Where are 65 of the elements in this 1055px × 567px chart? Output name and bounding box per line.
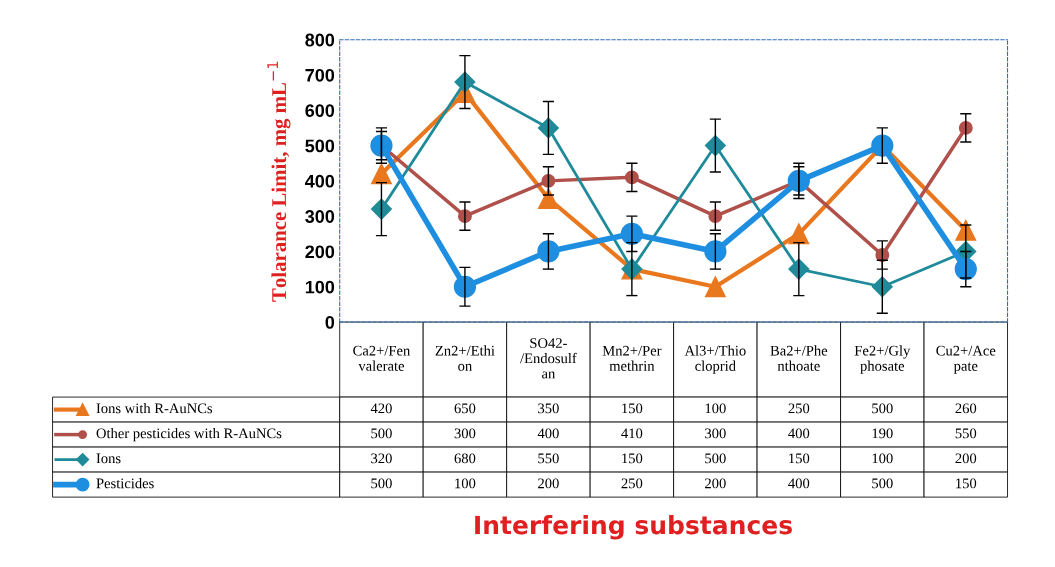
- data-label: 200: [955, 453, 977, 464]
- data-label: 200: [705, 478, 726, 489]
- data-label: 500: [371, 478, 392, 489]
- point: [537, 188, 559, 209]
- data-label: 500: [872, 403, 893, 414]
- point: [370, 198, 392, 220]
- y-tick-label: 600: [305, 104, 335, 117]
- point: [788, 223, 810, 245]
- data-label: 100: [455, 478, 476, 489]
- data-label: 550: [955, 428, 977, 439]
- x-tick-label: Mn2+/Per methrin: [602, 345, 662, 371]
- data-label: 410: [621, 428, 643, 439]
- legend-label: Ions: [96, 453, 121, 464]
- data-label: 400: [537, 428, 559, 439]
- data-label: 350: [538, 403, 559, 414]
- point: [537, 117, 559, 139]
- y-tick-label: 700: [305, 68, 335, 82]
- data-label: 550: [538, 453, 559, 464]
- legend-label: Ions with R-AuNCs: [96, 402, 213, 414]
- x-tick-label: Zn2+/Ethi on: [435, 345, 495, 371]
- y-axis-title: Tolarance Limit, mg mL$^{−1}$: [267, 61, 291, 302]
- point: [704, 276, 726, 298]
- data-label: 300: [454, 428, 476, 439]
- data-label: 250: [788, 403, 810, 414]
- point: [537, 240, 560, 263]
- data-label: 260: [955, 403, 977, 414]
- y-tick-label: 400: [305, 174, 335, 188]
- data-label: 420: [370, 403, 392, 414]
- data-label: 100: [872, 453, 893, 464]
- x-tick-label: Cu2+/Ace pate: [936, 345, 996, 374]
- point: [958, 120, 973, 135]
- data-label: 150: [622, 403, 643, 414]
- x-tick-label: Ca2+/Fen valerate: [353, 345, 411, 371]
- data-label: 250: [621, 478, 643, 489]
- data-label: 100: [705, 403, 726, 414]
- x-tick-label: Al3+/Thio cloprid: [684, 345, 746, 374]
- data-label: 500: [872, 478, 893, 489]
- y-tick-label: 500: [305, 139, 335, 153]
- x-tick-label: Ba2+/Phe nthoate: [770, 345, 828, 371]
- point: [371, 163, 392, 185]
- data-label: 500: [371, 428, 392, 439]
- data-label: 150: [789, 453, 810, 464]
- legend-label: Other pesticides with R-AuNCs: [96, 427, 282, 442]
- x-tick-label: Fe2+/Gly phosate: [854, 345, 911, 374]
- data-label: 300: [705, 428, 726, 439]
- data-label: 150: [622, 453, 643, 464]
- y-tick-label: 300: [305, 210, 335, 223]
- data-label: 400: [788, 478, 810, 489]
- data-label: 150: [956, 478, 977, 489]
- data-label: 320: [371, 453, 392, 464]
- y-tick-label: 0: [325, 315, 335, 329]
- y-tick-label: 100: [305, 280, 335, 294]
- data-label: 680: [454, 453, 476, 464]
- text: Interfering substances: [475, 515, 792, 540]
- data-label: 200: [538, 478, 559, 489]
- data-label: 500: [705, 453, 726, 464]
- x-tick-label: SO42- /Endosulf an: [520, 338, 577, 379]
- point: [871, 276, 893, 298]
- legend-label: Pesticides: [96, 478, 154, 489]
- point: [704, 240, 727, 263]
- y-tick-label: 800: [305, 33, 335, 47]
- data-label: 650: [454, 403, 476, 414]
- data-label: 400: [788, 428, 810, 439]
- y-tick-label: 200: [305, 245, 335, 259]
- data-label: 190: [872, 428, 893, 439]
